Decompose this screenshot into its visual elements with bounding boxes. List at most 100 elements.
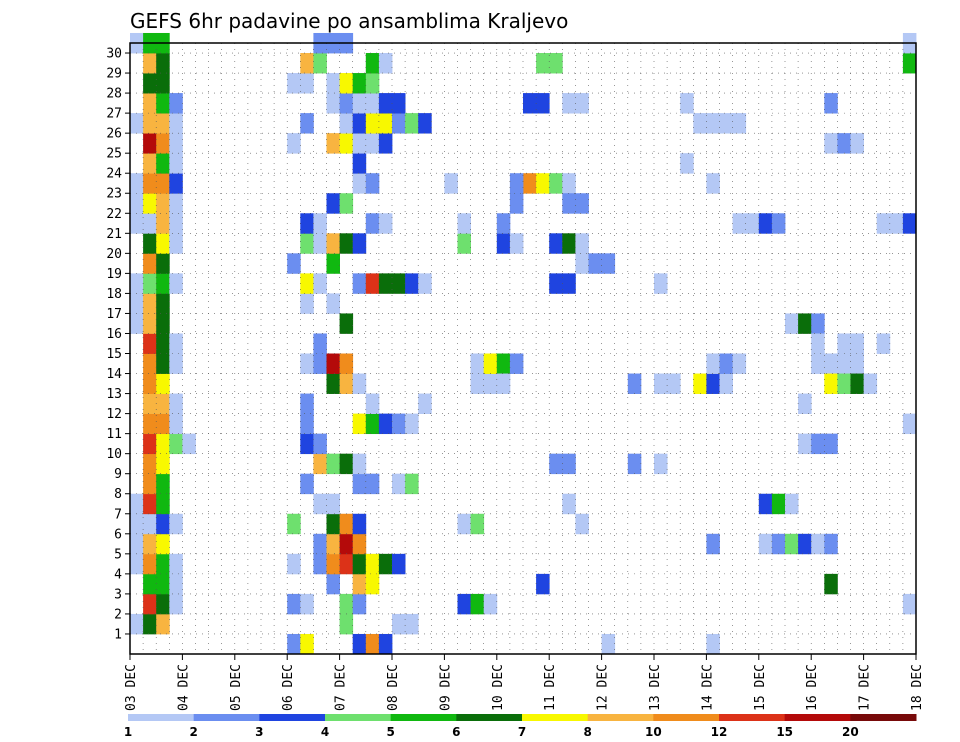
data-cell	[300, 413, 314, 435]
data-cell	[850, 133, 864, 154]
data-cell	[549, 453, 563, 475]
colorbar-label: 4	[321, 725, 329, 739]
data-cell	[300, 353, 314, 374]
data-cell	[143, 113, 157, 134]
data-cell	[902, 413, 917, 435]
data-cell	[156, 193, 170, 214]
data-cell	[352, 413, 367, 435]
data-cell	[457, 233, 471, 254]
data-cell	[169, 353, 183, 374]
data-cell	[143, 573, 157, 595]
data-cell	[771, 493, 786, 515]
data-cell	[732, 213, 747, 234]
colorbar-label: 7	[518, 725, 526, 739]
data-cell	[549, 233, 563, 254]
colorbar-label: 15	[776, 725, 793, 739]
data-cell	[326, 533, 340, 555]
data-cell	[300, 113, 314, 134]
data-cell	[405, 613, 419, 635]
data-cell	[130, 513, 144, 535]
data-cell	[143, 553, 157, 575]
data-cell	[824, 373, 838, 394]
data-cell	[339, 593, 354, 615]
data-cell	[418, 273, 432, 294]
data-cell	[339, 613, 354, 635]
data-cell	[392, 113, 406, 134]
y-tick-label: 12	[106, 407, 122, 422]
data-cell	[352, 533, 367, 555]
colorbar-label: 1	[124, 725, 132, 739]
data-cell	[654, 273, 668, 294]
data-cell	[156, 293, 170, 314]
data-cell	[457, 513, 471, 535]
colorbar-label: 8	[583, 725, 591, 739]
data-cell	[706, 113, 720, 134]
data-cell	[182, 433, 196, 455]
data-cell	[365, 473, 380, 495]
data-cell	[130, 553, 144, 575]
data-cell	[785, 493, 799, 515]
data-cell	[365, 213, 380, 234]
data-cell	[549, 173, 563, 194]
data-cell	[143, 133, 157, 154]
data-cell	[313, 433, 327, 455]
data-cell	[156, 353, 170, 374]
data-cell	[365, 53, 380, 74]
data-cell	[339, 73, 354, 94]
data-cell	[523, 173, 537, 194]
data-cell	[758, 213, 773, 234]
data-cell	[143, 253, 157, 274]
data-cell	[378, 53, 393, 74]
data-cell	[405, 113, 419, 134]
data-cell	[352, 233, 367, 254]
data-cell	[562, 193, 576, 214]
data-cell	[588, 253, 602, 274]
y-tick-label: 22	[106, 207, 122, 222]
data-cell	[339, 233, 354, 254]
data-cell	[405, 473, 419, 495]
data-cell	[824, 573, 838, 595]
data-cell	[326, 233, 340, 254]
data-cell	[719, 353, 733, 374]
data-cell	[509, 193, 524, 214]
data-cell	[365, 273, 380, 294]
grid-layer	[130, 43, 916, 654]
data-cell	[156, 273, 170, 294]
colorbar-label: 3	[255, 725, 263, 739]
data-cell	[300, 293, 314, 314]
y-tick-label: 16	[106, 327, 122, 342]
data-cell	[365, 413, 380, 435]
data-cell	[365, 133, 380, 154]
data-cell	[392, 413, 406, 435]
data-cell	[143, 593, 157, 615]
data-cell	[339, 553, 354, 575]
colorbar-label: 2	[189, 725, 197, 739]
data-cell	[300, 273, 314, 294]
data-cell	[339, 113, 354, 134]
data-cell	[169, 593, 183, 615]
data-cell	[313, 493, 327, 515]
data-cell	[365, 553, 380, 575]
colorbar-label: 20	[842, 725, 859, 739]
data-cell	[300, 593, 314, 615]
y-tick-label: 14	[106, 367, 122, 382]
data-cell	[457, 213, 471, 234]
cells-layer	[130, 32, 917, 655]
data-cell	[130, 193, 144, 214]
data-cell	[169, 93, 183, 114]
data-cell	[156, 253, 170, 274]
data-cell	[287, 73, 301, 94]
data-cell	[483, 353, 498, 374]
data-cell	[706, 633, 720, 655]
data-cell	[169, 213, 183, 234]
data-cell	[811, 533, 825, 555]
data-cell	[352, 113, 367, 134]
data-cell	[339, 313, 354, 334]
colorbar-swatch	[193, 714, 260, 721]
data-cell	[169, 573, 183, 595]
data-cell	[156, 593, 170, 615]
data-cell	[156, 413, 170, 435]
data-cell	[693, 113, 707, 134]
chart-title: GEFS 6hr padavine po ansamblima Kraljevo	[130, 9, 568, 33]
data-cell	[824, 433, 838, 455]
